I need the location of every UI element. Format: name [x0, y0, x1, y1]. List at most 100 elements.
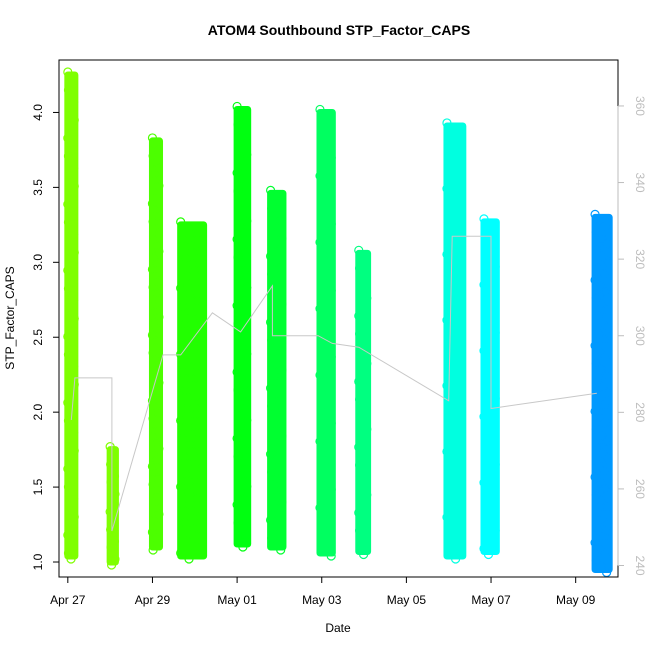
data-point: [277, 365, 287, 375]
data-point: [322, 213, 332, 223]
data-point: [106, 524, 116, 535]
data-point: [240, 180, 250, 190]
data-point: [316, 322, 326, 332]
data-point: [479, 346, 489, 356]
data-point: [186, 440, 196, 450]
data-point: [273, 509, 284, 519]
x-tick-label: May 05: [387, 593, 427, 607]
data-point: [63, 530, 73, 540]
data-point: [443, 333, 453, 343]
data-point: [322, 545, 332, 555]
data-point: [277, 431, 287, 441]
data-point: [266, 251, 276, 261]
y2-tick-label: 360: [633, 96, 647, 116]
data-point: [67, 109, 77, 119]
data-point: [320, 460, 331, 471]
data-point: [152, 145, 163, 155]
data-point: [359, 502, 369, 512]
data-point: [596, 233, 607, 243]
data-point: [489, 376, 499, 386]
data-point: [317, 340, 327, 350]
data-point: [479, 214, 489, 224]
data-point: [484, 501, 495, 512]
data-point: [596, 430, 607, 440]
data-point: [180, 319, 190, 329]
data-point: [154, 181, 164, 191]
data-point: [315, 104, 325, 115]
data-point: [456, 166, 466, 176]
data-point: [453, 195, 464, 206]
data-point: [268, 221, 278, 231]
y-tick-label: 2.0: [31, 403, 45, 420]
data-point: [442, 446, 452, 457]
data-point: [488, 489, 498, 500]
data-point: [270, 191, 280, 201]
data-point: [319, 376, 330, 386]
data-point: [150, 270, 160, 280]
data-point: [190, 409, 200, 420]
data-point: [64, 368, 74, 378]
y-axis-title: STP_Factor_CAPS: [3, 266, 17, 369]
data-point: [68, 211, 78, 221]
data-point: [67, 241, 77, 251]
data-point: [317, 141, 327, 151]
data-point: [600, 287, 610, 297]
data-point: [149, 252, 159, 262]
data-point: [325, 135, 335, 145]
data-point: [149, 300, 159, 310]
data-point: [488, 424, 498, 434]
data-point: [600, 418, 610, 428]
y2-tick-label: 320: [633, 249, 647, 269]
data-point: [68, 494, 79, 504]
data-point: [272, 227, 282, 237]
data-point: [317, 273, 327, 284]
data-point: [269, 371, 279, 381]
data-point: [154, 509, 164, 519]
data-point: [63, 265, 73, 276]
data-point: [481, 316, 491, 326]
data-series-segment: [590, 209, 613, 578]
data-point: [147, 396, 158, 406]
data-point: [63, 199, 73, 209]
data-point: [65, 452, 75, 462]
data-point: [602, 239, 612, 249]
x-axis-title: Date: [325, 621, 351, 635]
data-point: [151, 306, 161, 316]
data-point: [489, 507, 499, 518]
data-point: [456, 428, 466, 439]
data-point: [180, 253, 190, 263]
data-point: [272, 359, 282, 369]
data-point: [488, 226, 498, 236]
data-point: [63, 416, 74, 426]
data-point: [445, 219, 455, 230]
data-point: [65, 187, 75, 197]
data-point: [150, 467, 160, 477]
data-point: [242, 282, 252, 293]
data-point: [150, 402, 160, 412]
y-tick-label: 4.0: [31, 104, 45, 121]
data-point: [270, 389, 280, 399]
data-point: [277, 497, 287, 507]
data-point: [453, 327, 464, 337]
data-point: [69, 313, 79, 324]
data-point: [105, 442, 115, 452]
data-point: [266, 383, 276, 393]
data-point: [323, 430, 333, 440]
data-point: [176, 548, 186, 558]
data-point: [190, 277, 200, 287]
data-point: [598, 251, 608, 261]
data-point: [599, 335, 609, 345]
data-point: [194, 379, 205, 390]
data-point: [590, 209, 600, 219]
data-point: [63, 464, 73, 474]
data-point: [315, 370, 325, 380]
data-point: [598, 448, 608, 458]
data-point: [67, 506, 77, 516]
data-point: [153, 425, 163, 436]
data-point: [66, 223, 76, 233]
data-point: [451, 488, 461, 498]
data-point: [445, 417, 455, 427]
y-tick-label: 1.5: [31, 478, 45, 495]
data-point: [273, 245, 284, 255]
data-point: [178, 367, 188, 377]
